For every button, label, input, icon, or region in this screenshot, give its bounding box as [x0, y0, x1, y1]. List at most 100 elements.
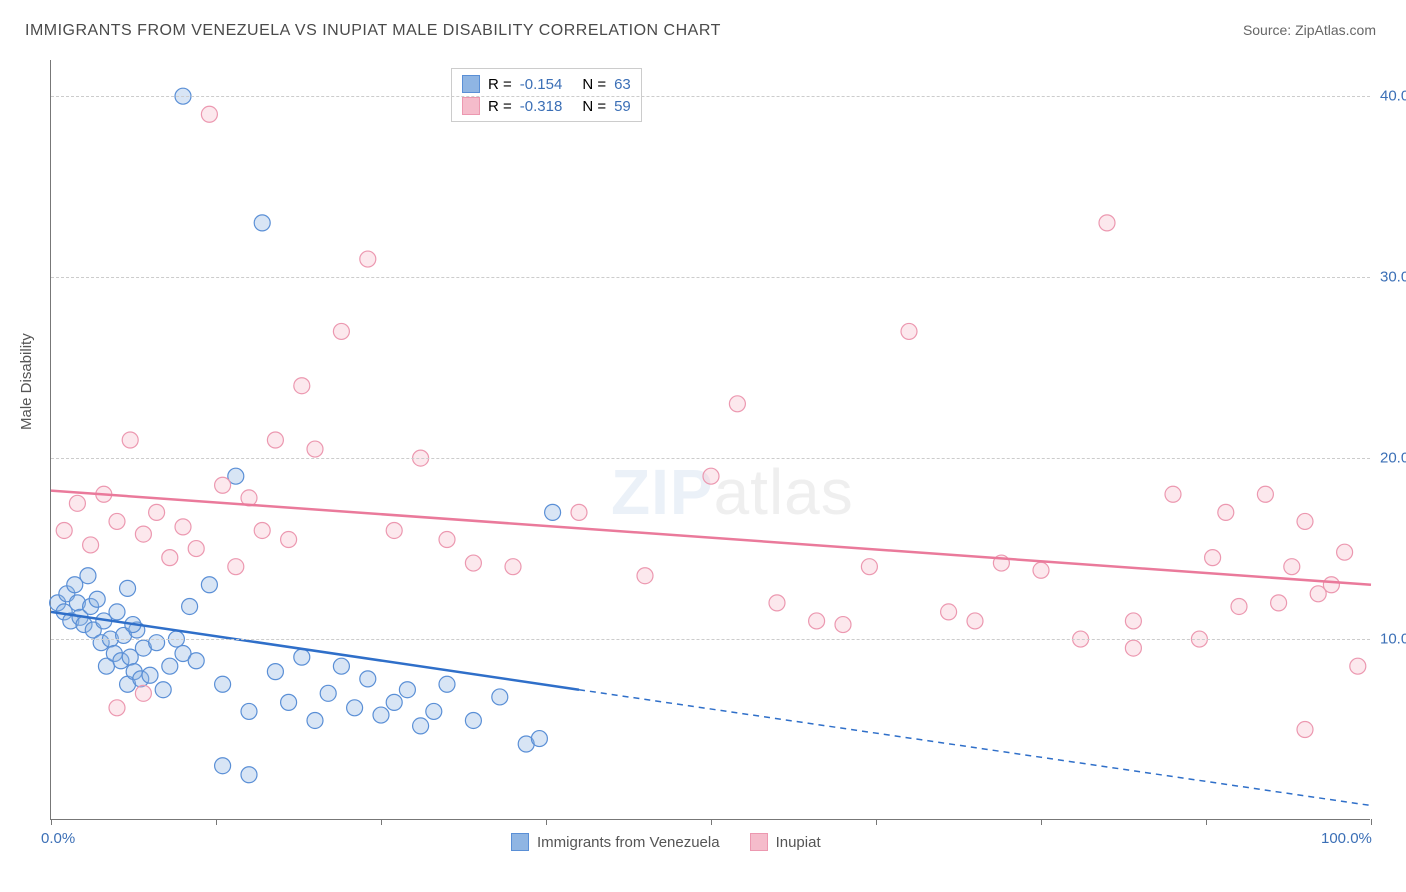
scatter-point [89, 591, 105, 607]
scatter-point [162, 658, 178, 674]
scatter-point [347, 700, 363, 716]
scatter-point [228, 559, 244, 575]
scatter-point [109, 604, 125, 620]
scatter-point [545, 504, 561, 520]
scatter-point [175, 519, 191, 535]
scatter-point [201, 106, 217, 122]
gridline [51, 96, 1370, 97]
scatter-point [1337, 544, 1353, 560]
x-tick-label: 100.0% [1321, 830, 1372, 847]
x-tick [1206, 819, 1207, 825]
x-tick [1041, 819, 1042, 825]
legend-label: Inupiat [776, 834, 821, 851]
scatter-point [109, 513, 125, 529]
scatter-point [267, 664, 283, 680]
scatter-point [1231, 598, 1247, 614]
y-tick-label: 40.0% [1380, 88, 1406, 105]
y-tick-label: 30.0% [1380, 269, 1406, 286]
gridline [51, 458, 1370, 459]
scatter-point [1218, 504, 1234, 520]
scatter-point [281, 532, 297, 548]
scatter-point [465, 712, 481, 728]
scatter-point [307, 441, 323, 457]
scatter-point [399, 682, 415, 698]
scatter-point [294, 378, 310, 394]
scatter-point [69, 495, 85, 511]
scatter-svg [51, 60, 1370, 819]
scatter-point [1205, 550, 1221, 566]
scatter-point [188, 541, 204, 557]
scatter-point [386, 522, 402, 538]
legend-swatch [750, 833, 768, 851]
y-tick-label: 20.0% [1380, 450, 1406, 467]
x-tick [51, 819, 52, 825]
scatter-point [254, 215, 270, 231]
x-tick [381, 819, 382, 825]
scatter-point [426, 703, 442, 719]
scatter-point [373, 707, 389, 723]
scatter-point [120, 580, 136, 596]
scatter-point [901, 323, 917, 339]
chart-title: IMMIGRANTS FROM VENEZUELA VS INUPIAT MAL… [25, 22, 721, 40]
scatter-point [109, 700, 125, 716]
scatter-point [294, 649, 310, 665]
legend-item: Inupiat [750, 833, 821, 851]
scatter-point [281, 694, 297, 710]
x-tick [216, 819, 217, 825]
scatter-point [439, 532, 455, 548]
scatter-point [142, 667, 158, 683]
scatter-point [135, 685, 151, 701]
scatter-point [637, 568, 653, 584]
scatter-point [215, 477, 231, 493]
scatter-point [149, 504, 165, 520]
scatter-point [861, 559, 877, 575]
gridline [51, 639, 1370, 640]
scatter-point [1284, 559, 1300, 575]
scatter-point [182, 598, 198, 614]
scatter-point [307, 712, 323, 728]
scatter-point [1125, 640, 1141, 656]
scatter-point [155, 682, 171, 698]
trendline-extrapolated [579, 690, 1371, 806]
source-label: Source: ZipAtlas.com [1243, 22, 1376, 38]
legend-label: Immigrants from Venezuela [537, 834, 720, 851]
scatter-point [465, 555, 481, 571]
scatter-point [1350, 658, 1366, 674]
scatter-point [320, 685, 336, 701]
y-axis-title: Male Disability [18, 333, 35, 430]
scatter-point [241, 703, 257, 719]
scatter-point [254, 522, 270, 538]
scatter-point [80, 568, 96, 584]
scatter-point [1125, 613, 1141, 629]
scatter-point [492, 689, 508, 705]
scatter-point [941, 604, 957, 620]
trendline [51, 491, 1371, 585]
legend-item: Immigrants from Venezuela [511, 833, 720, 851]
scatter-point [267, 432, 283, 448]
scatter-point [729, 396, 745, 412]
x-tick [1371, 819, 1372, 825]
scatter-point [83, 537, 99, 553]
plot-area: ZIPatlas R = -0.154 N = 63 R = -0.318 N … [50, 60, 1370, 820]
x-tick-label: 0.0% [41, 830, 75, 847]
y-tick-label: 10.0% [1380, 631, 1406, 648]
scatter-point [413, 718, 429, 734]
scatter-point [531, 731, 547, 747]
scatter-point [215, 758, 231, 774]
scatter-point [1271, 595, 1287, 611]
scatter-point [56, 522, 72, 538]
scatter-point [215, 676, 231, 692]
x-tick [711, 819, 712, 825]
scatter-point [149, 635, 165, 651]
scatter-point [835, 617, 851, 633]
x-tick [876, 819, 877, 825]
x-tick [546, 819, 547, 825]
scatter-point [1297, 513, 1313, 529]
scatter-point [703, 468, 719, 484]
scatter-point [201, 577, 217, 593]
scatter-point [135, 526, 151, 542]
scatter-point [333, 323, 349, 339]
scatter-point [360, 251, 376, 267]
scatter-point [439, 676, 455, 692]
scatter-point [1257, 486, 1273, 502]
